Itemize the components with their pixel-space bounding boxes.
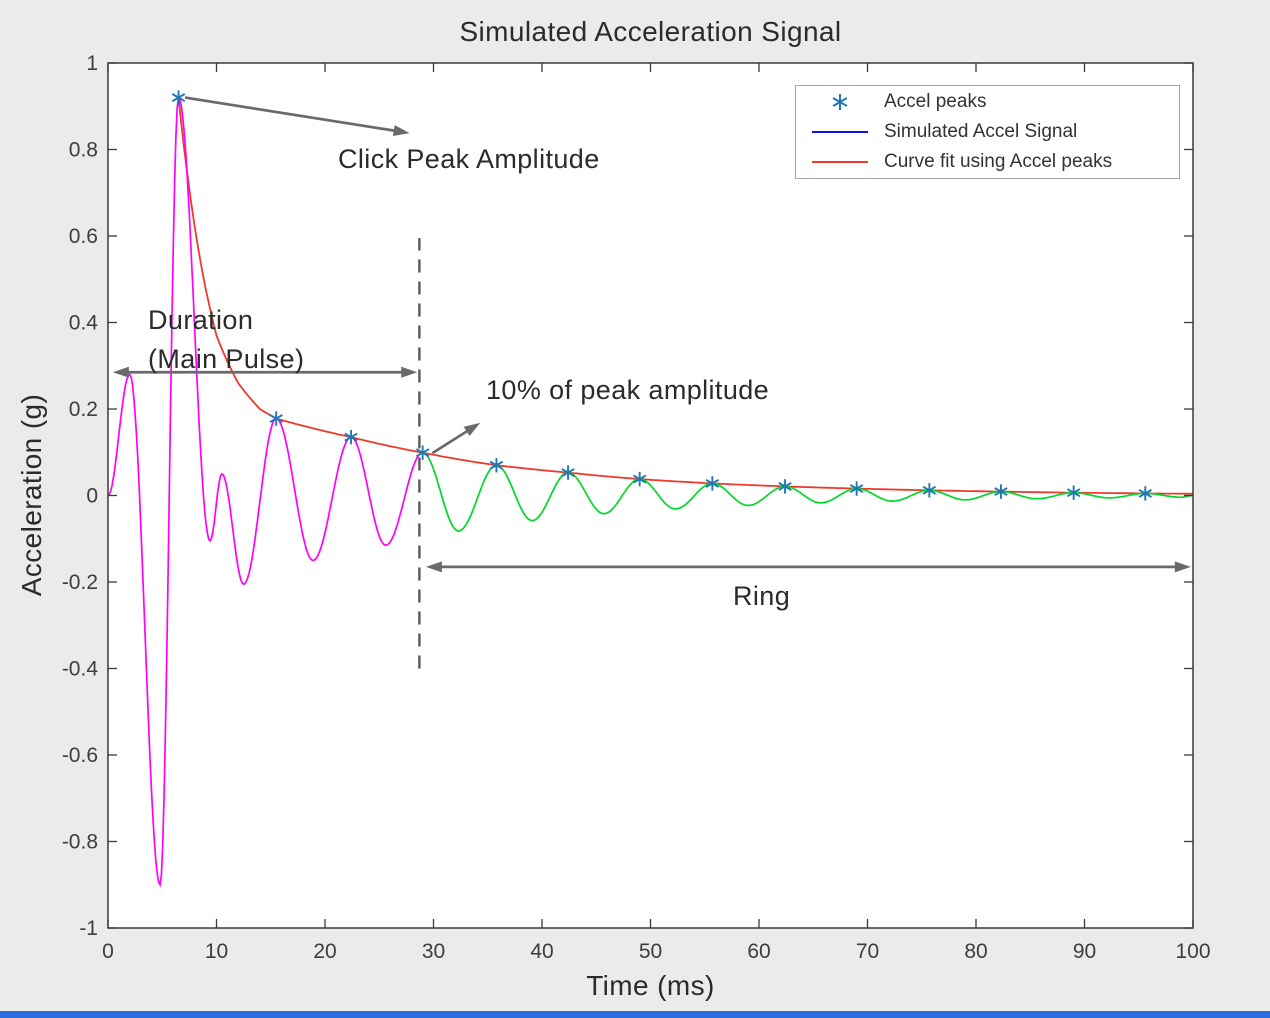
- x-tick-label: 30: [422, 940, 445, 963]
- y-tick-label: 0.6: [69, 225, 98, 248]
- y-tick-label: 0.4: [69, 312, 99, 335]
- asterisk-marker-icon: [796, 92, 884, 112]
- annotation-arrows: [112, 96, 1191, 669]
- plot-area: [108, 63, 1193, 928]
- x-tick-label: 10: [205, 940, 228, 963]
- x-tick-label: 40: [530, 940, 553, 963]
- y-tick-label: -0.2: [62, 571, 98, 594]
- x-tick-label: 70: [856, 940, 879, 963]
- x-tick-label: 50: [639, 940, 662, 963]
- x-tick-label: 0: [102, 940, 114, 963]
- signal-line-main-pulse: [107, 95, 420, 888]
- annotation-duration-main-pulse: Duration (Main Pulse): [148, 305, 305, 374]
- chart-title: Simulated Acceleration Signal: [459, 16, 842, 47]
- legend-label: Simulated Accel Signal: [884, 121, 1078, 142]
- legend: Accel peaks Simulated Accel Signal Curve…: [795, 85, 1180, 179]
- tick-labels: 0 10 20 30 40 50 60 70 80 90 100 1 0.8 0.6 0.4 0.2 0 -0.2…: [62, 52, 1211, 963]
- annotation-click-peak-amplitude: Click Peak Amplitude: [338, 144, 600, 174]
- y-tick-label: -0.6: [62, 744, 98, 767]
- legend-item-curve-fit: Curve fit using Accel peaks: [796, 148, 1179, 176]
- tick-marks: [107, 62, 1194, 929]
- x-tick-label: 90: [1073, 940, 1096, 963]
- y-tick-label: 0.8: [69, 139, 98, 162]
- blue-line-swatch: [796, 131, 884, 133]
- legend-label: Curve fit using Accel peaks: [884, 151, 1113, 172]
- y-tick-label: 1: [86, 52, 98, 75]
- y-axis-label: Acceleration (g): [16, 393, 47, 597]
- x-tick-label: 80: [964, 940, 987, 963]
- legend-item-simulated-signal: Simulated Accel Signal: [796, 118, 1179, 146]
- annotation-ring: Ring: [733, 581, 791, 611]
- y-tick-label: -0.8: [62, 831, 98, 854]
- signal-line-ring: [419, 451, 1194, 532]
- x-tick-label: 100: [1175, 940, 1210, 963]
- legend-label: Accel peaks: [884, 91, 987, 112]
- bottom-accent-bar: [0, 1011, 1270, 1018]
- legend-item-accel-peaks: Accel peaks: [796, 88, 1179, 116]
- x-tick-label: 60: [747, 940, 770, 963]
- annotation-ten-percent-peak: 10% of peak amplitude: [486, 375, 770, 405]
- x-axis-label: Time (ms): [586, 970, 715, 1001]
- curve-fit-line: [177, 97, 1193, 495]
- y-tick-label: -1: [79, 917, 98, 940]
- y-tick-label: -0.4: [62, 658, 99, 681]
- x-tick-label: 20: [313, 940, 336, 963]
- red-line-swatch: [796, 161, 884, 163]
- y-tick-label: 0.2: [69, 398, 98, 421]
- peak-markers: [171, 90, 1152, 501]
- y-tick-label: 0: [86, 485, 98, 508]
